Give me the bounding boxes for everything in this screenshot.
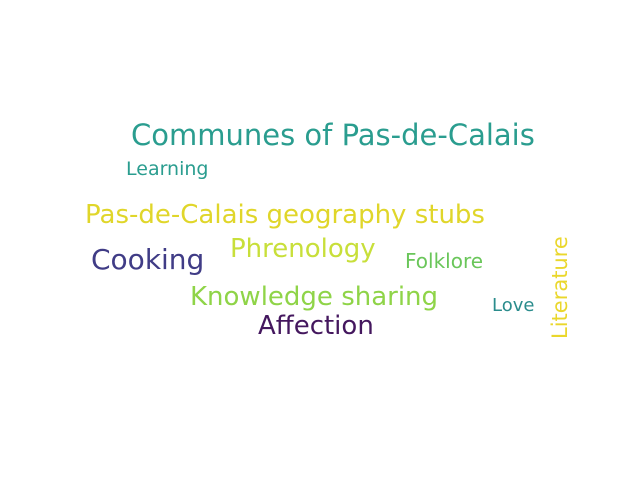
word-literature: Literature: [548, 236, 572, 339]
word-communes-of-pas-de-calais: Communes of Pas-de-Calais: [131, 118, 535, 152]
word-cooking: Cooking: [91, 243, 205, 276]
word-pas-de-calais-geography-stubs: Pas-de-Calais geography stubs: [85, 200, 485, 230]
word-folklore: Folklore: [405, 249, 484, 273]
word-phrenology: Phrenology: [230, 234, 376, 264]
word-knowledge-sharing: Knowledge sharing: [190, 282, 439, 312]
word-learning: Learning: [126, 158, 209, 180]
word-love: Love: [492, 295, 535, 316]
word-affection: Affection: [258, 311, 374, 341]
